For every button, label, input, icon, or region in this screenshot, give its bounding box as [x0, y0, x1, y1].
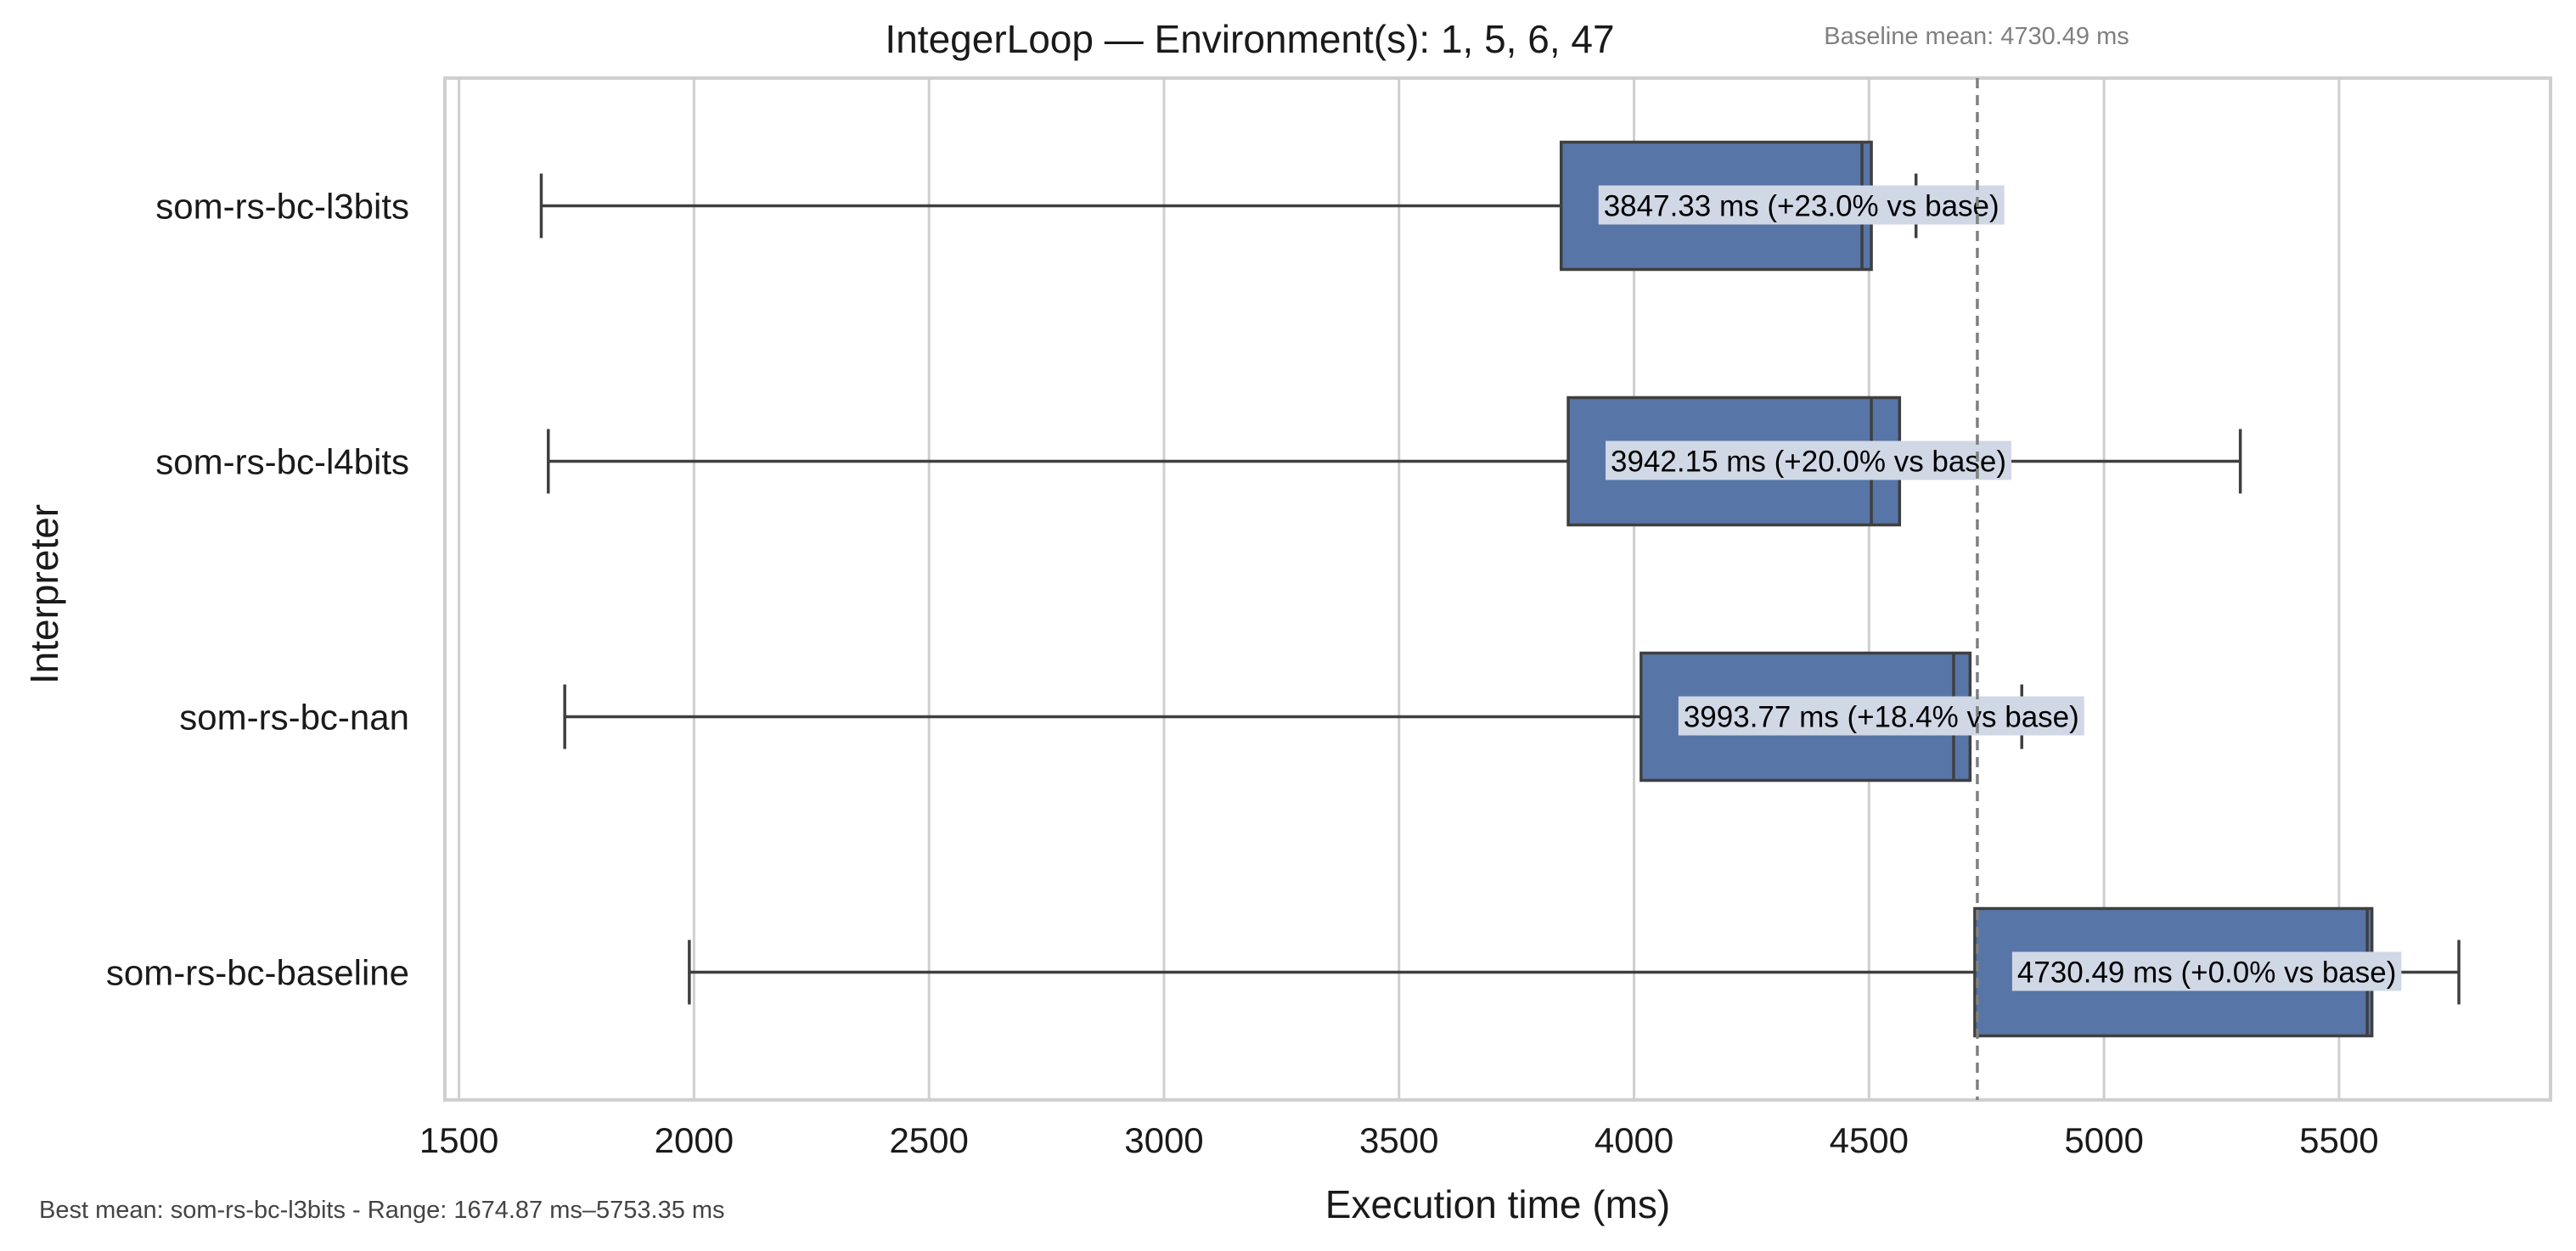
data-label: 3993.77 ms (+18.4% vs base) [1684, 701, 2079, 734]
y-axis-label: Interpreter [22, 504, 66, 684]
box-group: 3847.33 ms (+23.0% vs base) [539, 140, 2005, 272]
y-tick-label: som-rs-bc-l3bits [155, 187, 409, 227]
grid-lines [458, 78, 2341, 1100]
box-group: 3993.77 ms (+18.4% vs base) [563, 651, 2084, 783]
y-tick-label: som-rs-bc-baseline [106, 953, 409, 993]
data-label: 4730.49 ms (+0.0% vs base) [2017, 956, 2397, 990]
box-group: 4730.49 ms (+0.0% vs base) [688, 906, 2461, 1038]
chart-title: IntegerLoop — Environment(s): 1, 5, 6, 4… [885, 17, 1614, 61]
x-tick-label: 3500 [1359, 1120, 1438, 1160]
y-tick-label: som-rs-bc-l4bits [155, 442, 409, 482]
baseline-mean-label: Baseline mean: 4730.49 ms [1824, 23, 2129, 50]
y-tick-label: som-rs-bc-nan [179, 698, 409, 738]
x-tick-label: 1500 [419, 1120, 498, 1160]
data-label: 3942.15 ms (+20.0% vs base) [1611, 446, 2006, 479]
x-tick-label: 2000 [655, 1120, 734, 1160]
data-label-background [1678, 696, 2084, 736]
box-group: 3942.15 ms (+20.0% vs base) [547, 395, 2242, 527]
data-label-background [1598, 185, 2005, 225]
plot-frame [443, 76, 2552, 1102]
x-tick-label: 5000 [2064, 1120, 2143, 1160]
x-tick-label: 2500 [889, 1120, 968, 1160]
data-label-background [2011, 951, 2402, 991]
x-tick-label: 3000 [1124, 1120, 1203, 1160]
x-tick-label: 4000 [1595, 1120, 1673, 1160]
x-tick-label: 5500 [2299, 1120, 2378, 1160]
box-plot-marks: 3847.33 ms (+23.0% vs base) 3942.15 ms (+… [539, 78, 2461, 1100]
x-tick-label: 4500 [1830, 1120, 1909, 1160]
footnote: Best mean: som-rs-bc-l3bits - Range: 167… [39, 1197, 725, 1224]
axis-ticks: 1500 2000 2500 3000 3500 4000 4500 5000 5500 som-… [106, 187, 2379, 1161]
data-label-background [1606, 440, 2012, 480]
data-label: 3847.33 ms (+23.0% vs base) [1604, 190, 1999, 223]
x-axis-label: Execution time (ms) [1325, 1182, 1670, 1226]
